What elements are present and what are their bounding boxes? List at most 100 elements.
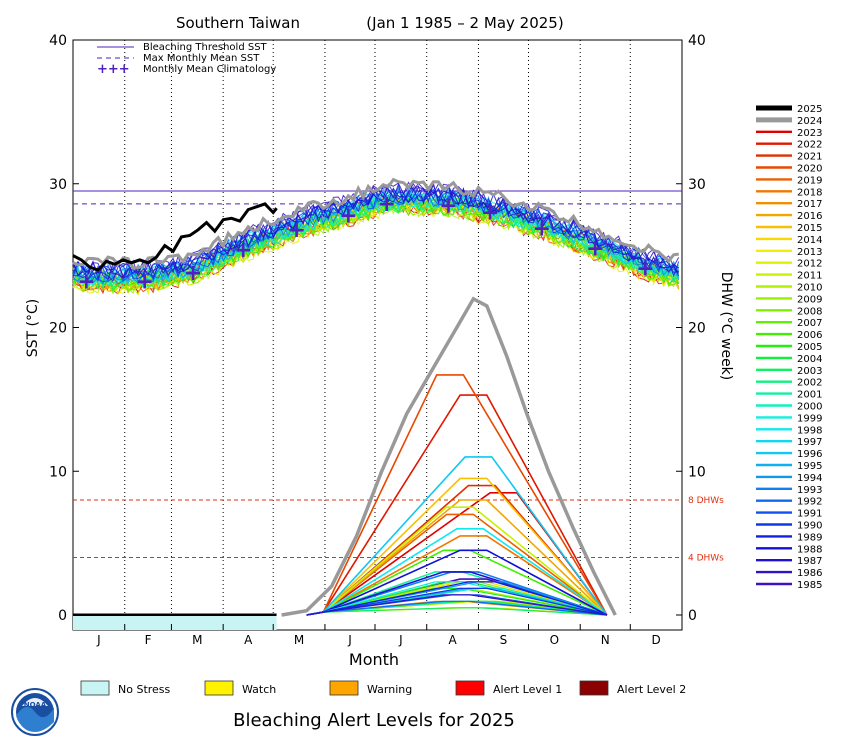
- climatology-mark: +: [287, 218, 305, 243]
- dhw-series-2024: [281, 296, 617, 617]
- climatology-mark: +: [533, 216, 551, 241]
- alert-label-2: Warning: [367, 683, 412, 696]
- year-legend-label-2006: 2006: [797, 330, 822, 341]
- y-tick-label-left: 40: [49, 33, 67, 49]
- chart-title: Southern Taiwan: [176, 14, 300, 32]
- year-legend-label-1987: 1987: [797, 556, 822, 567]
- dhw-series-1986: [306, 594, 607, 616]
- plot-area: [72, 39, 683, 631]
- y-tick-label-left: 0: [58, 608, 67, 624]
- year-legend-label-1989: 1989: [797, 532, 822, 543]
- year-legend-label-2010: 2010: [797, 283, 822, 294]
- legend-climatology-label: Monthly Mean Climatology: [143, 64, 276, 75]
- year-legend-label-1995: 1995: [797, 461, 822, 472]
- y-tick-label-right: 20: [688, 321, 706, 337]
- legend-mmm-label: Max Monthly Mean SST: [143, 53, 260, 64]
- climatology-mark: +: [184, 261, 202, 286]
- year-legend-label-1991: 1991: [797, 509, 822, 520]
- x-tick-label: F: [145, 633, 152, 647]
- year-legend-label-2020: 2020: [797, 164, 822, 175]
- x-tick-label: N: [601, 633, 610, 647]
- plot-frame: [72, 39, 683, 631]
- climatology-mark: +: [439, 193, 457, 218]
- x-tick-label: M: [294, 633, 304, 647]
- year-legend-label-2024: 2024: [797, 116, 822, 127]
- year-legend-label-2008: 2008: [797, 306, 822, 317]
- legend-threshold-label: Bleaching Threshold SST: [143, 42, 268, 53]
- climatology-mark: +: [77, 270, 95, 295]
- year-legend-label-2025: 2025: [797, 104, 822, 115]
- year-legend-label-1997: 1997: [797, 437, 822, 448]
- legend-climatology-marks: +++: [97, 62, 130, 77]
- x-tick-label: J: [96, 633, 101, 647]
- alert-footer-title: Bleaching Alert Levels for 2025: [233, 710, 515, 731]
- year-legend-label-2011: 2011: [797, 271, 822, 282]
- climatology-mark: +: [339, 203, 357, 228]
- year-legend-label-2002: 2002: [797, 378, 822, 389]
- year-legend-label-2000: 2000: [797, 402, 822, 413]
- plot-legend: Bleaching Threshold SST Max Monthly Mean…: [97, 42, 276, 77]
- year-legend-label-2014: 2014: [797, 235, 822, 246]
- y-tick-label-left: 30: [49, 177, 67, 193]
- year-legend: 2025202420232022202120202019201820172016…: [756, 104, 822, 591]
- sst-series-1985: [72, 181, 680, 281]
- year-legend-label-1988: 1988: [797, 544, 822, 555]
- alert-swatch-2: [329, 680, 359, 696]
- alert-swatch-1: [204, 680, 234, 696]
- x-tick-label: J: [347, 633, 352, 647]
- year-legend-label-1986: 1986: [797, 568, 822, 579]
- y-axis-right-label: DHW (°C week): [718, 272, 734, 381]
- y-tick-label-right: 30: [688, 177, 706, 193]
- year-legend-label-2012: 2012: [797, 259, 822, 270]
- climatology-mark: +: [136, 270, 154, 295]
- year-legend-label-1999: 1999: [797, 413, 822, 424]
- year-legend-label-2013: 2013: [797, 247, 822, 258]
- year-legend-label-2004: 2004: [797, 354, 822, 365]
- monthly-mean-climatology: + + + + + + + + + + + +: [77, 192, 654, 295]
- year-legend-label-2001: 2001: [797, 390, 822, 401]
- year-legend-label-1996: 1996: [797, 449, 822, 460]
- alert-level-legend: No Stress Watch Warning Alert Level 1 Alert …: [80, 680, 686, 696]
- y-tick-label-right: 10: [688, 464, 706, 480]
- year-legend-label-2016: 2016: [797, 211, 822, 222]
- x-tick-label: J: [398, 633, 403, 647]
- dhw-series: [73, 296, 617, 617]
- climatology-mark: +: [481, 201, 499, 226]
- year-legend-label-1985: 1985: [797, 580, 822, 591]
- x-tick-label: D: [652, 633, 661, 647]
- year-legend-label-2019: 2019: [797, 175, 822, 186]
- series-2025-sst: [72, 202, 278, 272]
- year-legend-label-1990: 1990: [797, 521, 822, 532]
- alert-label-3: Alert Level 1: [493, 683, 562, 696]
- dhw-threshold-label: 8 DHWs: [688, 496, 724, 506]
- x-tick-label: A: [244, 633, 253, 647]
- sst-series-2024: [72, 177, 679, 270]
- x-tick-label: O: [550, 633, 559, 647]
- year-legend-label-2009: 2009: [797, 294, 822, 305]
- chart-period: (Jan 1 1985 – 2 May 2025): [366, 14, 563, 32]
- y-axis-left-label: SST (°C): [25, 299, 41, 357]
- year-legend-label-2021: 2021: [797, 152, 822, 163]
- year-legend-label-2017: 2017: [797, 199, 822, 210]
- alert-label-4: Alert Level 2: [617, 683, 686, 696]
- year-legend-label-1994: 1994: [797, 473, 822, 484]
- year-legend-label-2023: 2023: [797, 128, 822, 139]
- y-tick-label-left: 20: [49, 321, 67, 337]
- noaa-logo: NOAA: [11, 688, 59, 736]
- x-tick-label: A: [448, 633, 457, 647]
- x-tick-label: M: [192, 633, 202, 647]
- year-legend-label-1992: 1992: [797, 497, 822, 508]
- climatology-mark: +: [234, 238, 252, 263]
- dhw-threshold-label: 4 DHWs: [688, 554, 724, 564]
- alert-label-0: No Stress: [118, 683, 171, 696]
- x-tick-label: S: [500, 633, 508, 647]
- year-legend-label-2005: 2005: [797, 342, 822, 353]
- y-tick-label-right: 0: [688, 608, 697, 624]
- alert-label-1: Watch: [242, 683, 276, 696]
- year-legend-label-1993: 1993: [797, 485, 822, 496]
- y-tick-label-right: 40: [688, 33, 706, 49]
- historical-sst-band: [72, 177, 680, 297]
- year-legend-label-2022: 2022: [797, 140, 822, 151]
- alert-status-bar: [73, 616, 277, 630]
